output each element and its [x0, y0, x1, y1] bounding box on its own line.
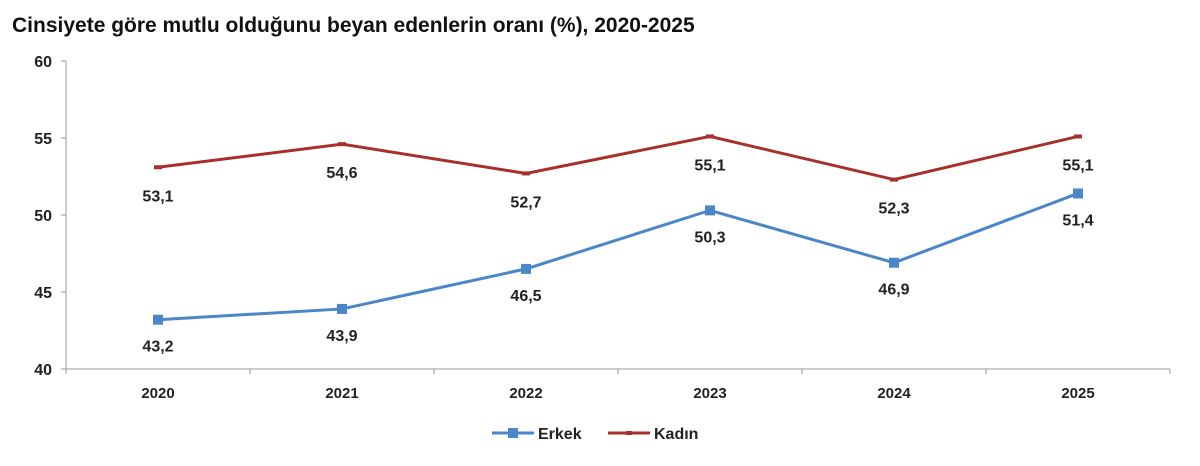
legend-marker	[508, 428, 518, 438]
data-label: 52,7	[510, 194, 541, 211]
data-point	[154, 165, 162, 170]
data-label: 52,3	[878, 201, 909, 218]
data-point	[889, 257, 899, 268]
y-tick-label: 55	[34, 131, 52, 148]
y-tick-label: 50	[34, 208, 52, 225]
data-label: 43,9	[326, 328, 357, 345]
x-tick-label: 2024	[877, 385, 911, 402]
data-label: 55,1	[1062, 157, 1093, 174]
series-line-erkek	[157, 192, 1079, 322]
chart-title: Cinsiyete göre mutlu olduğunu beyan eden…	[12, 14, 695, 37]
x-tick-label: 2020	[141, 385, 174, 402]
data-point	[337, 303, 347, 314]
y-tick-label: 40	[34, 362, 52, 379]
data-label: 46,5	[510, 288, 541, 305]
x-tick-label: 2023	[693, 385, 726, 402]
series-line-kadın	[157, 134, 1079, 182]
data-point	[522, 171, 530, 176]
data-point	[153, 314, 163, 325]
data-point	[1073, 188, 1083, 199]
data-point	[1074, 134, 1082, 139]
y-tick-label: 60	[34, 54, 52, 71]
data-label: 43,2	[142, 339, 173, 356]
data-label: 55,1	[694, 157, 725, 174]
x-tick-label: 2022	[509, 385, 542, 402]
data-label: 54,6	[326, 165, 357, 182]
x-tick-label: 2025	[1061, 385, 1094, 402]
x-tick-label: 2021	[325, 385, 358, 402]
data-label: 46,9	[878, 282, 909, 299]
legend-marker	[626, 431, 632, 435]
data-point	[705, 205, 715, 216]
legend-label: Kadın	[654, 426, 698, 443]
data-label: 50,3	[694, 229, 725, 246]
data-point	[890, 177, 898, 182]
data-point	[521, 263, 531, 274]
legend-label: Erkek	[538, 426, 582, 443]
data-point	[706, 134, 714, 139]
data-label: 53,1	[142, 188, 173, 205]
data-point	[338, 142, 346, 147]
y-tick-label: 45	[34, 285, 52, 302]
data-label: 51,4	[1062, 212, 1093, 229]
